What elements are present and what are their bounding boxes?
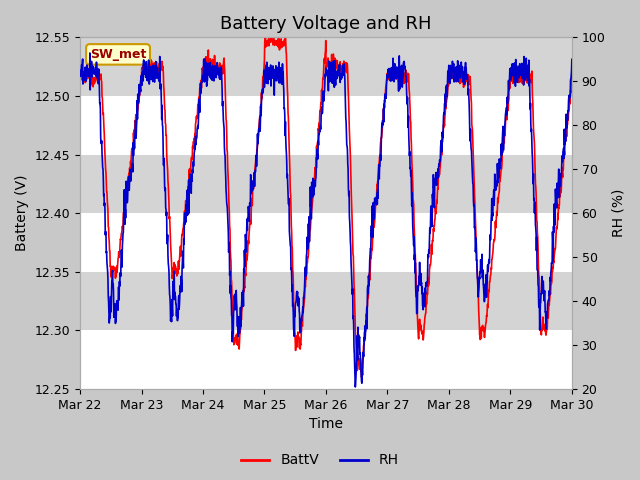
Bar: [80, 37, 572, 96]
X-axis label: Time: Time: [309, 418, 343, 432]
Bar: [80, 155, 572, 213]
Text: SW_met: SW_met: [90, 48, 146, 61]
Legend: BattV, RH: BattV, RH: [236, 448, 404, 473]
Bar: [80, 213, 572, 272]
Bar: [80, 96, 572, 155]
Y-axis label: Battery (V): Battery (V): [15, 175, 29, 252]
Y-axis label: RH (%): RH (%): [611, 189, 625, 238]
Bar: [80, 331, 572, 389]
Title: Battery Voltage and RH: Battery Voltage and RH: [220, 15, 432, 33]
Bar: [80, 272, 572, 331]
